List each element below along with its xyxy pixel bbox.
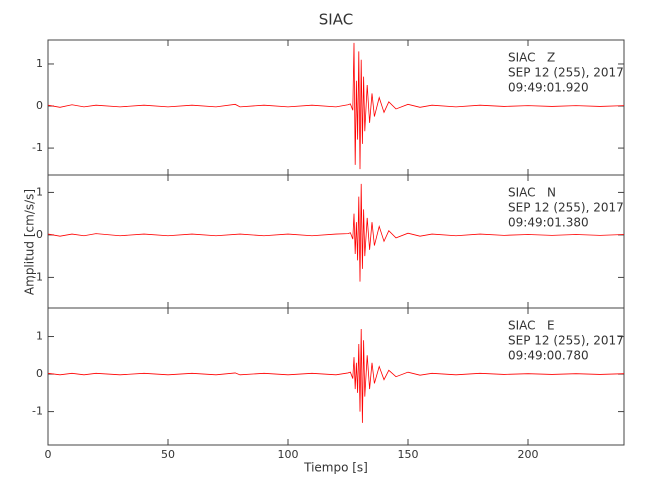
y-tick-label: -1 xyxy=(32,270,43,283)
trace xyxy=(47,42,625,170)
y-axis-label: Amplitud [cm/s/s] xyxy=(23,189,37,295)
x-tick-label: 50 xyxy=(161,448,175,461)
trace xyxy=(47,183,625,282)
x-tick-label: 100 xyxy=(278,448,299,461)
x-tick-label: 200 xyxy=(518,448,539,461)
y-tick-label: 1 xyxy=(36,57,43,70)
y-tick-label: 1 xyxy=(36,185,43,198)
y-tick-label: 0 xyxy=(36,99,43,112)
x-tick-label: 0 xyxy=(45,448,52,461)
annotation: 09:49:01.380 xyxy=(508,216,589,230)
x-tick-label: 150 xyxy=(398,448,419,461)
annotation: SIAC E xyxy=(508,319,555,333)
y-tick-label: 0 xyxy=(36,228,43,241)
y-tick-label: 1 xyxy=(36,330,43,343)
annotation: SIAC Z xyxy=(508,51,555,65)
annotation: SEP 12 (255), 2017 xyxy=(508,334,624,348)
annotation: SIAC N xyxy=(508,186,556,200)
x-axis-label: Tiempo [s] xyxy=(303,461,368,475)
chart-title: SIAC xyxy=(319,11,353,29)
annotation: 09:49:00.780 xyxy=(508,349,589,363)
y-tick-label: 0 xyxy=(36,367,43,380)
annotation: SEP 12 (255), 2017 xyxy=(508,66,624,80)
y-tick-label: -1 xyxy=(32,141,43,154)
trace xyxy=(47,329,625,423)
annotation: 09:49:01.920 xyxy=(508,81,589,95)
panel-frame xyxy=(47,307,625,446)
annotation: SEP 12 (255), 2017 xyxy=(508,201,624,215)
y-tick-label: -1 xyxy=(32,405,43,418)
